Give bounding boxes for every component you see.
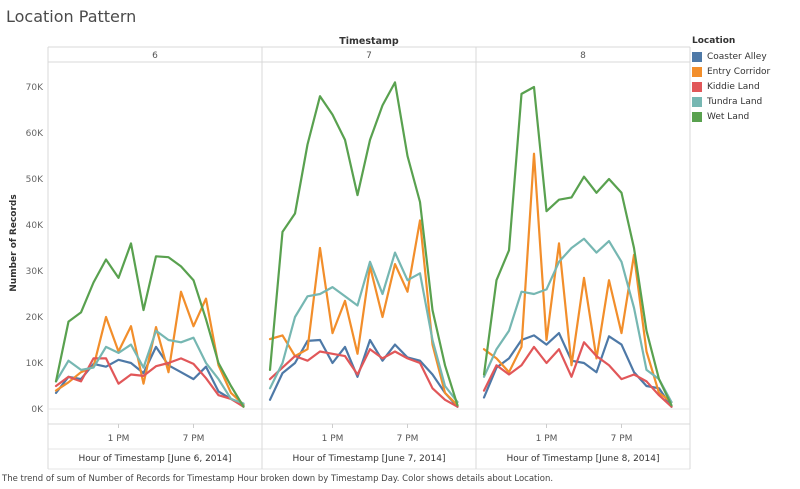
legend-swatch <box>692 66 702 77</box>
legend-swatch <box>692 111 702 122</box>
series-line-kiddie-land <box>268 348 459 408</box>
legend-item[interactable]: Entry Corridor <box>692 64 770 79</box>
y-tick-label: 40K <box>26 221 44 231</box>
x-axis-label: Hour of Timestamp [June 6, 2014] <box>78 454 231 464</box>
legend-label: Tundra Land <box>707 96 763 107</box>
series-line-wet-land <box>54 242 245 408</box>
series-line-tundra-land <box>268 251 459 404</box>
y-axis-label: Number of Records <box>9 194 19 291</box>
y-tick-label: 70K <box>26 83 44 93</box>
series-line-coaster-alley <box>482 332 673 408</box>
x-tick-label: 1 PM <box>536 434 558 444</box>
column-header: Timestamp <box>339 36 399 47</box>
x-tick-label: 7 PM <box>397 434 419 444</box>
legend-item[interactable]: Wet Land <box>692 109 770 124</box>
x-axis-label: Hour of Timestamp [June 8, 2014] <box>506 454 659 464</box>
chart-caption: The trend of sum of Number of Records fo… <box>2 474 554 484</box>
y-tick-label: 60K <box>26 129 44 139</box>
legend-swatch <box>692 81 702 92</box>
legend-item[interactable]: Coaster Alley <box>692 49 770 64</box>
series-line-entry-corridor <box>482 152 673 404</box>
x-tick-label: 1 PM <box>322 434 344 444</box>
legend-swatch <box>692 51 702 62</box>
y-tick-label: 20K <box>26 313 44 323</box>
x-axis-label: Hour of Timestamp [June 7, 2014] <box>292 454 445 464</box>
x-tick-label: 1 PM <box>108 434 130 444</box>
y-tick-label: 50K <box>26 175 44 185</box>
chart-title: Location Pattern <box>6 7 137 26</box>
legend-swatch <box>692 96 702 107</box>
series-line-wet-land <box>268 81 459 407</box>
legend-label: Coaster Alley <box>707 51 767 62</box>
legend-label: Kiddie Land <box>707 81 760 92</box>
series-line-tundra-land <box>482 237 673 404</box>
y-tick-label: 0K <box>31 405 44 415</box>
legend-label: Wet Land <box>707 111 750 122</box>
y-tick-label: 10K <box>26 359 44 369</box>
series-line-kiddie-land <box>482 341 673 408</box>
panel-header: 6 <box>152 51 158 61</box>
panel-header: 8 <box>580 51 586 61</box>
series-line-entry-corridor <box>268 219 459 407</box>
legend: Location Coaster Alley Entry Corridor Kidd… <box>692 36 770 124</box>
series-line-tundra-land <box>54 329 245 405</box>
legend-item[interactable]: Kiddie Land <box>692 79 770 94</box>
panel-header: 7 <box>366 51 372 61</box>
x-tick-label: 7 PM <box>183 434 205 444</box>
series-line-kiddie-land <box>54 357 245 408</box>
series-line-coaster-alley <box>268 338 459 408</box>
legend-title: Location <box>692 36 736 46</box>
legend-item[interactable]: Tundra Land <box>692 94 770 109</box>
legend-label: Entry Corridor <box>707 66 771 77</box>
x-tick-label: 7 PM <box>611 434 633 444</box>
y-tick-label: 30K <box>26 267 44 277</box>
series-line-wet-land <box>482 85 673 407</box>
